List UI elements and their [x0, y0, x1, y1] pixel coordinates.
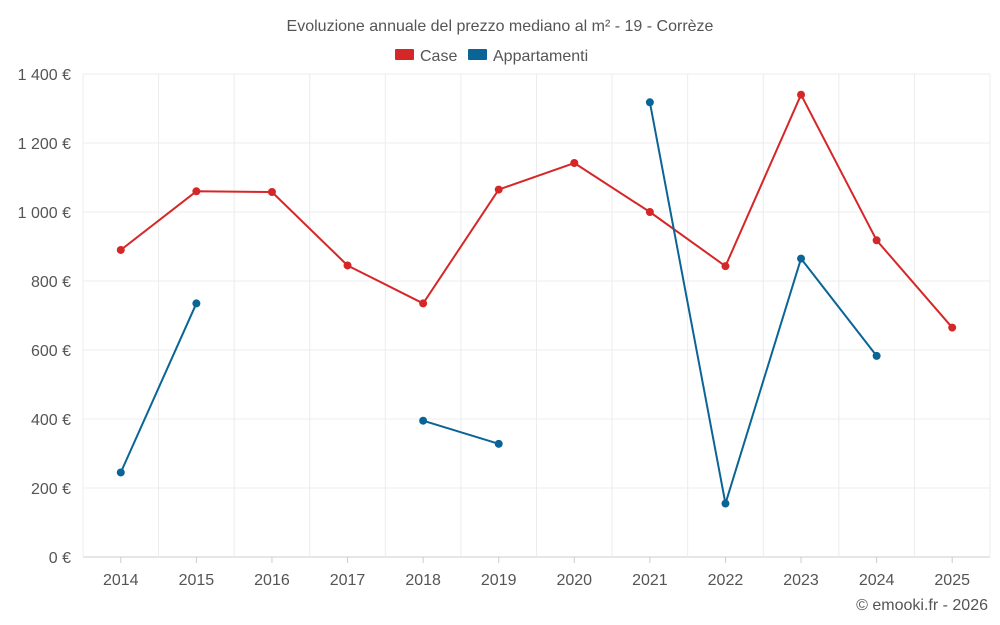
series — [116, 90, 957, 508]
data-point-case[interactable] — [343, 261, 352, 270]
copyright-text: © emooki.fr - 2026 — [856, 597, 988, 614]
legend-item-appartamenti[interactable]: Appartamenti — [468, 48, 588, 65]
x-tick-label: 2018 — [405, 572, 441, 589]
series-line-appartamenti — [648, 102, 878, 505]
series-line-appartamenti — [422, 419, 500, 445]
legend-label-appartamenti: Appartamenti — [493, 48, 588, 65]
data-point-case[interactable] — [116, 245, 125, 254]
data-point-appartamenti[interactable] — [419, 416, 428, 425]
data-point-case[interactable] — [192, 187, 201, 196]
data-point-case[interactable] — [948, 323, 957, 332]
data-point-case[interactable] — [645, 208, 654, 216]
legend-label-case: Case — [420, 48, 457, 65]
y-axis-ticks: 0 € 200 € 400 € 600 € 800 € 1 000 € 1 200 € 1 4… — [18, 67, 71, 567]
y-tick-label: 600 € — [31, 343, 71, 360]
legend-swatch-appartamenti — [468, 49, 487, 60]
y-tick-label: 0 € — [49, 550, 71, 567]
data-point-case[interactable] — [419, 299, 428, 308]
data-point-appartamenti[interactable] — [797, 254, 806, 263]
data-point-appartamenti[interactable] — [645, 98, 654, 107]
x-tick-label: 2017 — [330, 572, 366, 589]
series-case — [116, 90, 957, 332]
data-point-appartamenti[interactable] — [192, 299, 201, 308]
series-line-case — [120, 93, 953, 329]
x-tick-label: 2019 — [481, 572, 517, 589]
y-tick-label: 200 € — [31, 481, 71, 498]
x-tick-label: 2024 — [859, 572, 895, 589]
data-point-case[interactable] — [494, 185, 503, 194]
data-point-case[interactable] — [797, 90, 806, 99]
x-tick-label: 2015 — [179, 572, 215, 589]
x-tick-label: 2014 — [103, 572, 139, 589]
legend: Case Appartamenti — [395, 48, 588, 65]
grid — [82, 73, 991, 558]
data-point-case[interactable] — [570, 159, 579, 168]
x-tick-label: 2022 — [708, 572, 744, 589]
y-tick-label: 1 000 € — [18, 205, 71, 222]
series-line-appartamenti — [119, 303, 198, 473]
legend-item-case[interactable]: Case — [395, 48, 457, 65]
data-point-case[interactable] — [721, 262, 730, 271]
x-tick-label: 2020 — [556, 572, 592, 589]
data-point-appartamenti[interactable] — [872, 351, 881, 360]
data-point-appartamenti[interactable] — [116, 468, 125, 477]
y-tick-label: 400 € — [31, 412, 71, 429]
x-tick-label: 2025 — [934, 572, 970, 589]
x-axis-ticks: 2014 2015 2016 2017 2018 2019 2020 2021 2022 2023… — [103, 557, 970, 589]
data-point-case[interactable] — [267, 187, 276, 196]
x-tick-label: 2021 — [632, 572, 668, 589]
chart-title: Evoluzione annuale del prezzo mediano al… — [287, 18, 714, 35]
y-tick-label: 800 € — [31, 274, 71, 291]
data-point-appartamenti[interactable] — [494, 439, 503, 448]
data-point-appartamenti[interactable] — [721, 499, 730, 508]
y-tick-label: 1 400 € — [18, 67, 71, 84]
series-appartamenti — [116, 98, 881, 508]
x-tick-label: 2023 — [783, 572, 819, 589]
x-tick-label: 2016 — [254, 572, 290, 589]
y-tick-label: 1 200 € — [18, 136, 71, 153]
legend-swatch-case — [395, 49, 414, 60]
data-point-case[interactable] — [872, 236, 881, 245]
